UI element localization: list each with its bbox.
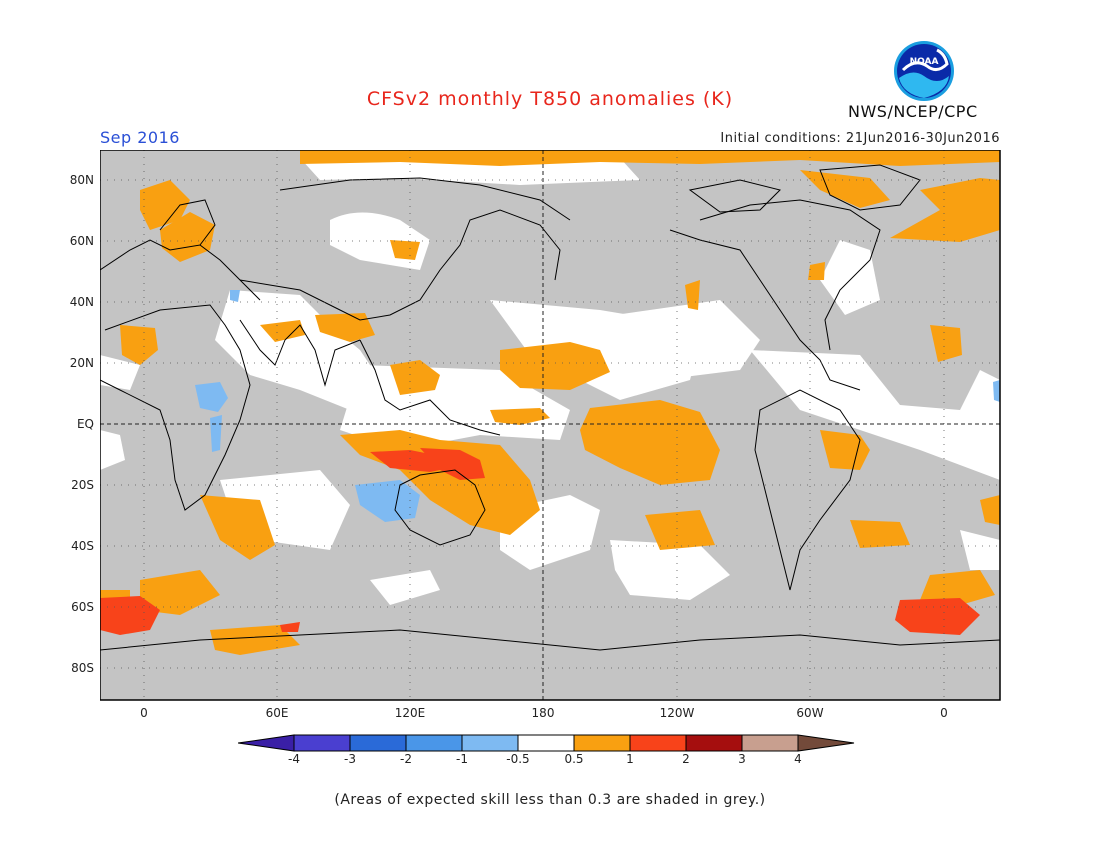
- colorbar-segment: [629, 734, 687, 752]
- colorbar-segment: [741, 734, 799, 752]
- lon-label: 120W: [659, 706, 695, 720]
- lat-label: 60S: [71, 600, 94, 614]
- skill-footnote: (Areas of expected skill less than 0.3 a…: [334, 792, 766, 808]
- positive-anomaly-strong: [100, 448, 980, 635]
- graticule: [100, 150, 1000, 700]
- equator-dateline: [100, 150, 1000, 700]
- colorbar-tick-label: 0.5: [564, 752, 584, 766]
- colorbar-tick-label: -0.5: [506, 752, 530, 766]
- colorbar-tick-label: -2: [400, 752, 412, 766]
- lat-label: 20N: [69, 356, 94, 370]
- map-title: CFSv2 monthly T850 anomalies (K): [366, 88, 734, 110]
- colorbar-segment: [238, 734, 295, 752]
- colorbar-segment: [685, 734, 743, 752]
- forecast-period: Sep 2016: [100, 128, 180, 147]
- skilled-regions: [100, 158, 1000, 605]
- logo-text: NOAA: [910, 57, 939, 67]
- lat-label: 80S: [71, 661, 94, 675]
- colorbar: [238, 734, 855, 752]
- colorbar-segment: [517, 734, 575, 752]
- initial-conditions: Initial conditions: 21Jun2016-30Jun2016: [720, 131, 1000, 146]
- lon-label: 180: [531, 706, 555, 720]
- anomaly-map: [100, 150, 1001, 701]
- lon-label: 60W: [796, 706, 824, 720]
- colorbar-segment: [573, 734, 631, 752]
- lat-label: EQ: [76, 417, 94, 431]
- colorbar-segment: [349, 734, 407, 752]
- lon-label: 0: [140, 706, 148, 720]
- colorbar-segment: [461, 734, 519, 752]
- colorbar-tick-label: 1: [626, 752, 634, 766]
- lat-label: 80N: [69, 173, 94, 187]
- lat-label: 20S: [71, 478, 94, 492]
- lon-label: 60E: [265, 706, 289, 720]
- colorbar-tick-label: -3: [344, 752, 356, 766]
- colorbar-tick-label: 4: [794, 752, 802, 766]
- map-frame: [100, 150, 1001, 701]
- lat-label: 60N: [69, 234, 94, 248]
- coastlines: [100, 164, 1000, 651]
- colorbar-tick-label: 2: [682, 752, 690, 766]
- lon-label: 120E: [394, 706, 426, 720]
- colorbar-segment: [293, 734, 351, 752]
- colorbar-segment: [405, 734, 463, 752]
- agency-label: NWS/NCEP/CPC: [848, 102, 978, 121]
- lon-label: 0: [940, 706, 948, 720]
- lat-label: 40N: [69, 295, 94, 309]
- colorbar-tick-label: 3: [738, 752, 746, 766]
- colorbar-tick-label: -4: [288, 752, 300, 766]
- colorbar-tick-label: -1: [456, 752, 468, 766]
- colorbar-segment: [797, 734, 855, 752]
- lat-label: 40S: [71, 539, 94, 553]
- noaa-logo: NOAA: [894, 41, 954, 101]
